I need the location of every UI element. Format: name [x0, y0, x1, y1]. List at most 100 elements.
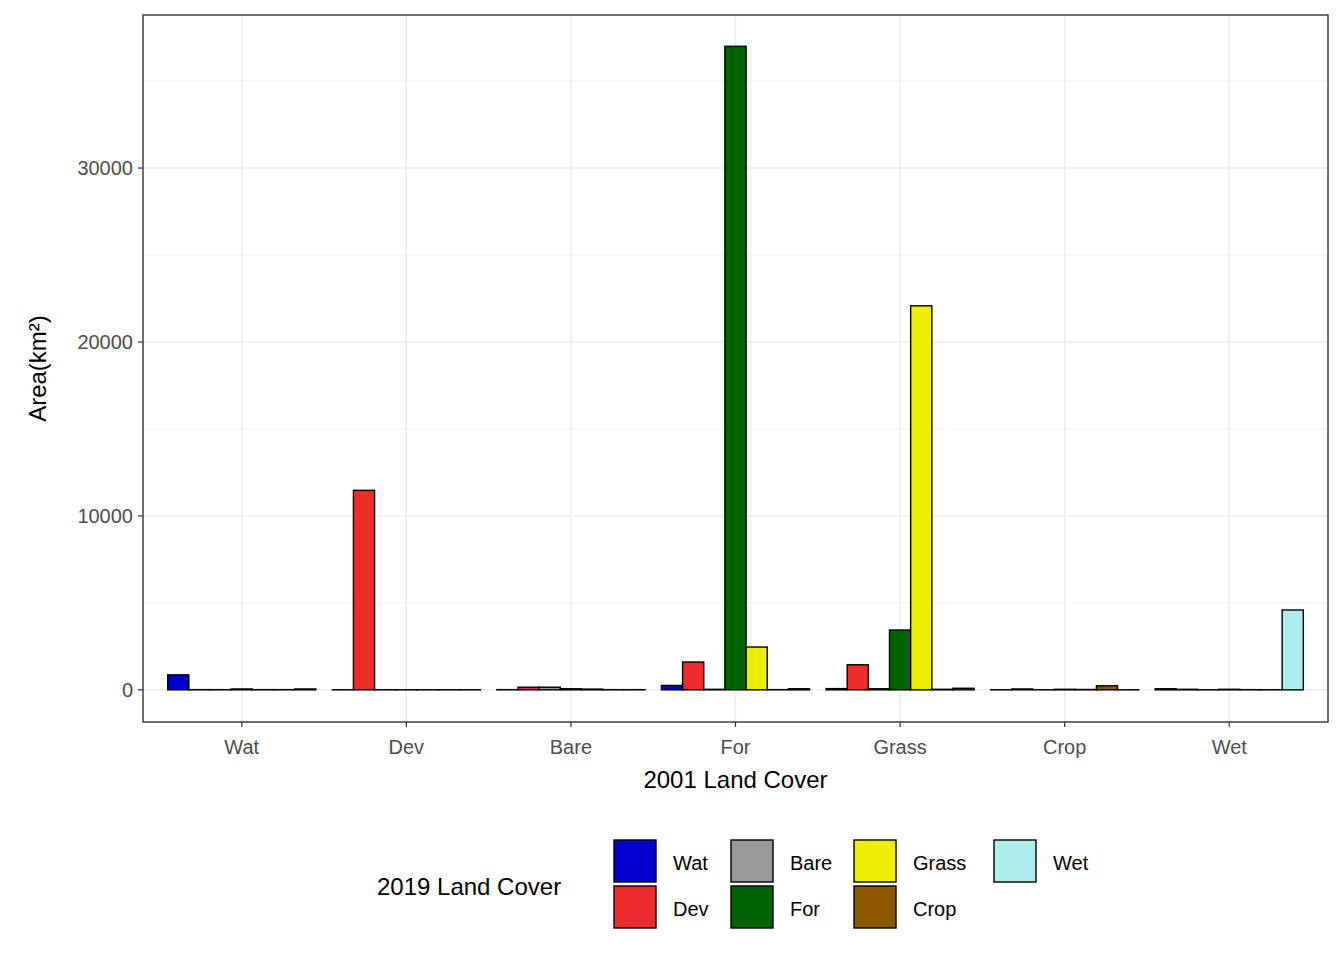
- bar: [1198, 689, 1219, 690]
- bar: [396, 689, 417, 690]
- x-grid-line: [1064, 15, 1065, 722]
- bar: [725, 46, 746, 690]
- y-tick: [138, 689, 143, 690]
- bar: [661, 685, 682, 689]
- bar: [890, 630, 911, 690]
- x-tick: [1064, 722, 1065, 727]
- bar: [603, 689, 624, 691]
- legend-label: Dev: [673, 898, 709, 920]
- y-tick-label: 30000: [77, 157, 133, 179]
- bar: [497, 689, 518, 691]
- bar: [746, 647, 767, 690]
- legend-label: Bare: [790, 852, 832, 874]
- bar: [332, 689, 353, 690]
- x-tick: [735, 722, 736, 727]
- x-tick-label: Crop: [1043, 736, 1086, 758]
- bar: [1176, 689, 1197, 691]
- legend-title: 2019 Land Cover: [377, 873, 561, 900]
- bar: [375, 689, 396, 690]
- legend-key: [994, 840, 1036, 882]
- bar: [953, 688, 974, 690]
- bar: [847, 665, 868, 690]
- bar: [868, 689, 889, 690]
- bar: [1219, 689, 1240, 691]
- x-tick: [899, 722, 900, 727]
- bar: [539, 687, 560, 690]
- x-tick: [241, 722, 242, 727]
- panel-border: [143, 15, 1328, 722]
- bar: [1012, 688, 1033, 690]
- bar: [438, 689, 459, 690]
- legend-label: Wat: [673, 852, 708, 874]
- x-tick-label: Grass: [873, 736, 926, 758]
- x-tick: [406, 722, 407, 727]
- x-tick-label: Wat: [224, 736, 259, 758]
- y-tick: [138, 341, 143, 342]
- bar: [911, 306, 932, 690]
- bars: [168, 46, 1304, 690]
- legend-key: [731, 886, 773, 928]
- bar: [417, 689, 438, 690]
- x-tick-label: Bare: [550, 736, 592, 758]
- x-grid-line: [241, 15, 242, 722]
- bar: [189, 689, 210, 691]
- bar: [932, 689, 953, 691]
- y-tick-label: 10000: [77, 505, 133, 527]
- bar: [295, 688, 316, 690]
- bar: [1096, 686, 1117, 690]
- bar: [459, 689, 480, 690]
- legend: 2019 Land Cover Wat Dev Bare For Grass Crop Wet: [377, 840, 1089, 928]
- x-tick-label: Dev: [389, 736, 425, 758]
- bar: [273, 689, 294, 691]
- y-tick-label: 20000: [77, 331, 133, 353]
- bar: [168, 675, 189, 690]
- bar: [210, 689, 231, 691]
- bar: [1118, 689, 1139, 690]
- chart: 0 10000 20000 30000 Wat Dev Bare For Grass Crop We…: [0, 0, 1344, 960]
- y-tick: [138, 167, 143, 168]
- y-tick: [138, 515, 143, 516]
- background: [0, 0, 1344, 960]
- bar: [1054, 689, 1075, 691]
- y-axis-title: Area(km²): [24, 315, 51, 422]
- bar: [560, 689, 581, 690]
- bar: [1075, 689, 1096, 691]
- bar: [1261, 689, 1282, 690]
- legend-label: Wet: [1053, 852, 1089, 874]
- legend-key: [731, 840, 773, 882]
- bar: [624, 689, 645, 691]
- x-grid-line: [406, 15, 407, 722]
- legend-label: For: [790, 898, 820, 920]
- bar: [788, 689, 809, 690]
- bar: [1155, 689, 1176, 690]
- bar: [353, 490, 374, 689]
- x-tick: [1229, 722, 1230, 727]
- bar: [1282, 610, 1303, 690]
- y-tick-label: 0: [122, 679, 133, 701]
- bar: [826, 689, 847, 690]
- x-tick-label: Wet: [1212, 736, 1248, 758]
- legend-key: [854, 840, 896, 882]
- bar: [704, 689, 725, 691]
- legend-label: Grass: [913, 852, 966, 874]
- legend-key: [854, 886, 896, 928]
- bar: [581, 688, 602, 690]
- legend-label: Crop: [913, 898, 956, 920]
- x-grid-line: [899, 15, 900, 722]
- grid: [143, 15, 1328, 722]
- x-tick: [570, 722, 571, 727]
- bar: [683, 662, 704, 690]
- legend-key: [614, 840, 656, 882]
- bar: [1240, 689, 1261, 691]
- bar: [518, 687, 539, 690]
- bar: [1033, 689, 1054, 690]
- x-grid-line: [1229, 15, 1230, 722]
- bar: [231, 688, 252, 690]
- x-grid-line: [570, 15, 571, 722]
- bar: [252, 689, 273, 691]
- x-axis-title: 2001 Land Cover: [643, 766, 827, 793]
- legend-key: [614, 886, 656, 928]
- bar: [991, 689, 1012, 690]
- bar: [767, 689, 788, 691]
- x-tick-label: For: [721, 736, 751, 758]
